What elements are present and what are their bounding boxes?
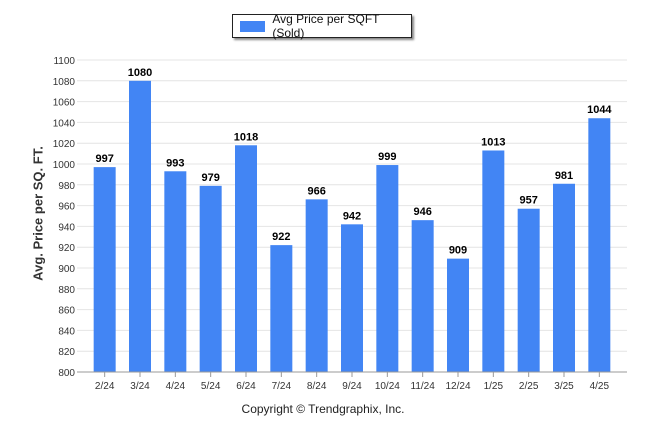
bar [129,80,151,373]
x-tick-label: 3/25 [554,381,574,392]
bar [199,185,222,372]
legend: Avg Price per SQFT (Sold) [232,12,412,40]
bar [376,165,399,372]
bar [93,167,116,372]
x-tick-label: 2/24 [95,381,115,392]
data-label: 979 [201,172,219,184]
y-tick-label: 960 [58,202,75,213]
y-tick-label: 800 [58,368,75,379]
data-label: 946 [413,206,431,218]
bars [93,80,611,373]
data-label: 909 [449,245,467,257]
y-tick-label: 860 [58,306,75,317]
data-label: 999 [378,151,396,163]
y-tick-label: 840 [58,326,75,337]
y-tick-label: 880 [58,285,75,296]
x-tick-label: 7/24 [272,381,292,392]
y-tick-label: 1000 [53,160,76,171]
x-tick-label: 12/24 [445,381,470,392]
y-tick-label: 1100 [53,56,75,67]
bar [235,145,257,372]
y-tick-label: 920 [58,243,75,254]
x-tick-label: 10/24 [375,381,400,392]
x-tick-label: 3/24 [130,381,150,392]
data-labels: 997 1080 993 979 1018 922 966 942 999 946 909 1013 9… [95,67,612,257]
x-tick-label: 5/24 [201,381,221,392]
x-tick-label: 8/24 [307,381,327,392]
y-tick-label: 900 [58,264,75,275]
y-tick-label: 820 [58,347,75,358]
y-axis-ticks: 800 820 840 860 880 900 920 940 960 980 1000 1020 10… [53,56,76,379]
bar [164,171,187,372]
data-label: 1080 [128,67,152,79]
x-tick-label: 11/24 [411,381,436,392]
data-label: 1018 [234,131,258,143]
x-tick-label: 2/25 [519,381,539,392]
bar [553,183,575,372]
x-tick-label: 4/25 [590,381,610,392]
data-label: 1044 [587,104,612,116]
bar [270,245,293,372]
x-tick-label: 4/24 [166,381,186,392]
y-tick-label: 1020 [53,139,76,150]
y-tick-label: 1060 [53,98,76,109]
y-tick-label: 1040 [53,118,76,129]
y-axis-title: Avg. Price per SQ. FT. [30,146,46,281]
x-tick-label: 6/24 [236,381,256,392]
bar [411,220,434,372]
legend-swatch [240,20,266,32]
data-label: 981 [555,170,573,182]
bar [588,118,611,373]
data-label: 957 [519,195,537,207]
y-tick-label: 940 [58,222,75,233]
data-label: 993 [166,157,184,169]
x-tick-label: 1/25 [484,381,504,392]
data-label: 1013 [481,136,505,148]
data-label: 922 [272,231,290,243]
bar [482,150,505,372]
data-label: 997 [95,153,113,165]
bar [341,224,363,372]
bar [447,258,469,372]
legend-label: Avg Price per SQFT (Sold) [272,12,380,40]
x-tick-label: 9/24 [342,381,362,392]
data-label: 966 [307,185,325,197]
copyright-text: Copyright © Trendgraphix, Inc. [241,402,405,416]
bar [517,208,540,372]
data-label: 942 [343,210,361,222]
y-tick-label: 980 [58,181,75,192]
x-axis-ticks: 2/24 3/24 4/24 5/24 6/24 7/24 8/24 9/24 10/24 11/… [95,372,610,392]
y-tick-label: 1080 [53,77,76,88]
bar [305,199,328,372]
